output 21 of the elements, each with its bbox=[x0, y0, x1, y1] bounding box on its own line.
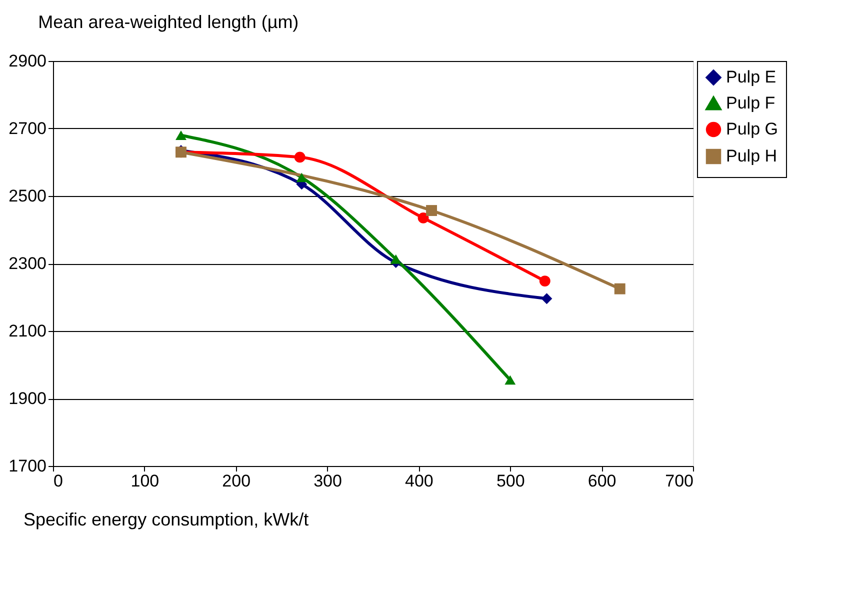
x-tick-label: 500 bbox=[496, 472, 525, 490]
x-tick-label: 600 bbox=[588, 472, 616, 490]
x-tick-label: 0 bbox=[54, 472, 63, 490]
y-tick-label: 1700 bbox=[8, 456, 46, 476]
x-tick-label: 700 bbox=[665, 472, 694, 490]
legend-label: Pulp E bbox=[726, 68, 776, 86]
y-tick-label: 2300 bbox=[8, 254, 46, 273]
y-tick-label: 2100 bbox=[8, 322, 46, 340]
x-tick-label: 400 bbox=[405, 472, 434, 490]
x-tick-label: 100 bbox=[130, 472, 160, 490]
chart-title: Mean area-weighted length (µm) bbox=[38, 12, 299, 32]
x-tick-label: 300 bbox=[314, 472, 342, 490]
y-tick-label: 1900 bbox=[8, 389, 46, 408]
y-tick-label: 2900 bbox=[8, 52, 46, 70]
legend-label: Pulp H bbox=[726, 146, 778, 166]
x-axis-title: Specific energy consumption, kWk/t bbox=[24, 510, 309, 530]
legend-label: Pulp G bbox=[726, 120, 778, 138]
legend-label: Pulp F bbox=[726, 94, 776, 112]
y-tick-label: 2500 bbox=[8, 186, 46, 206]
x-tick-label: 200 bbox=[222, 472, 251, 490]
y-tick-label: 2700 bbox=[8, 119, 46, 138]
